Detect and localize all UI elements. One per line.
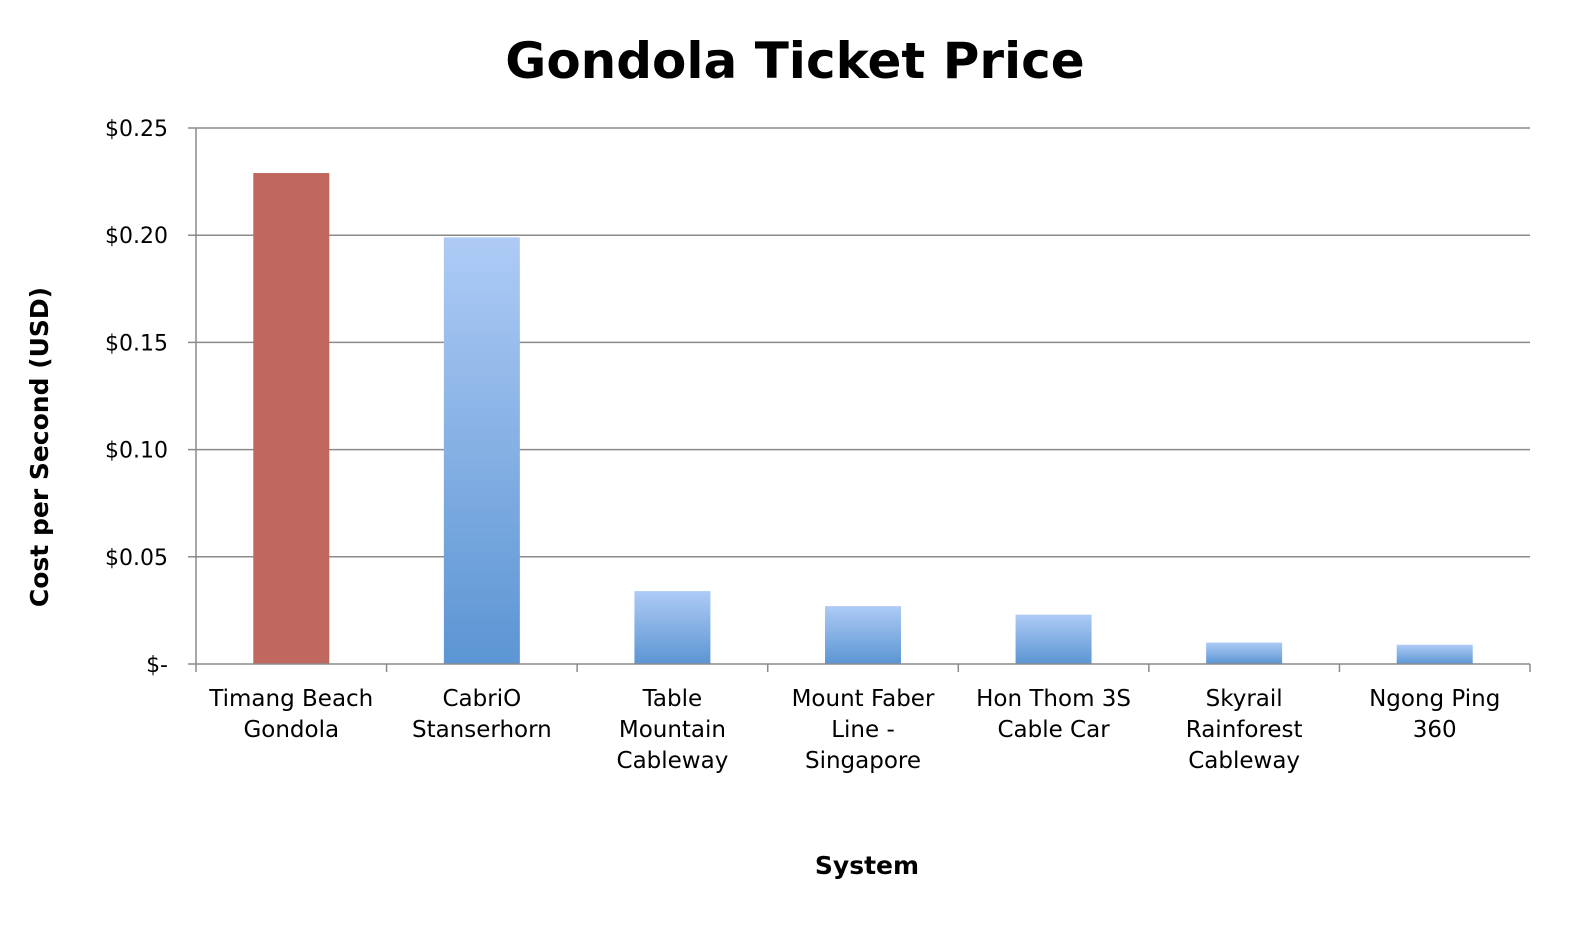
x-tick-label: Table Mountain Cableway [617,686,729,774]
x-tick-label-line: Hon Thom 3S [976,686,1131,712]
grid-layer [188,127,1530,665]
bar [1396,644,1473,664]
y-tick-label: $0.05 [105,546,168,571]
bar [825,606,901,664]
y-tick-label: $0.20 [105,224,168,249]
x-tick-label-line: Mountain [619,717,726,743]
x-axis-title: System [815,851,919,880]
x-tick-label-line: Timang Beach [208,686,373,712]
x-tick-label: Ngong Ping 360 [1369,686,1500,743]
x-tick-label-line: Cableway [1188,748,1300,774]
x-tick-label-line: Cableway [617,748,729,774]
x-tick-label-line: Mount Faber [792,686,935,712]
bar [1015,614,1092,664]
x-tick-label: Skyrail Rainforest Cableway [1186,686,1303,774]
x-tick-label: Timang Beach Gondola [208,686,373,743]
chart-title: Gondola Ticket Price [505,32,1084,90]
y-tick-labels: $- $0.05 $0.10 $0.15 $0.20 $0.25 [105,117,168,678]
x-tick-label-line: Gondola [243,717,339,743]
bars-layer [253,173,1473,665]
x-tick-label: Mount Faber Line - Singapore [792,686,935,774]
x-tick-label-line: Ngong Ping [1369,686,1500,712]
bar [634,591,711,664]
x-tick-label-line: Cable Car [997,717,1110,743]
bar [443,237,520,664]
x-tick-label-line: Rainforest [1186,717,1303,743]
x-tick-label-line: Table [642,686,702,712]
bar [253,173,330,665]
bar [1206,642,1283,664]
y-tick-label: $- [146,653,168,678]
x-tick-label-line: Singapore [805,748,921,774]
x-tick-label-line: CabriO [443,686,522,712]
axis-layer [195,128,1531,672]
y-axis-title: Cost per Second (USD) [25,287,54,607]
x-tick-label-line: Stanserhorn [412,717,552,743]
y-tick-label: $0.10 [105,439,168,464]
y-tick-label: $0.25 [105,117,168,142]
x-tick-label-line: 360 [1413,717,1457,743]
y-tick-label: $0.15 [105,331,168,356]
x-tick-label: Hon Thom 3S Cable Car [976,686,1131,743]
x-tick-label: CabriO Stanserhorn [412,686,552,743]
x-tick-labels: Timang Beach Gondola CabriO Stanserhorn Tabl… [208,686,1500,774]
x-tick-label-line: Skyrail [1206,686,1283,712]
x-tick-label-line: Line - [831,717,895,743]
